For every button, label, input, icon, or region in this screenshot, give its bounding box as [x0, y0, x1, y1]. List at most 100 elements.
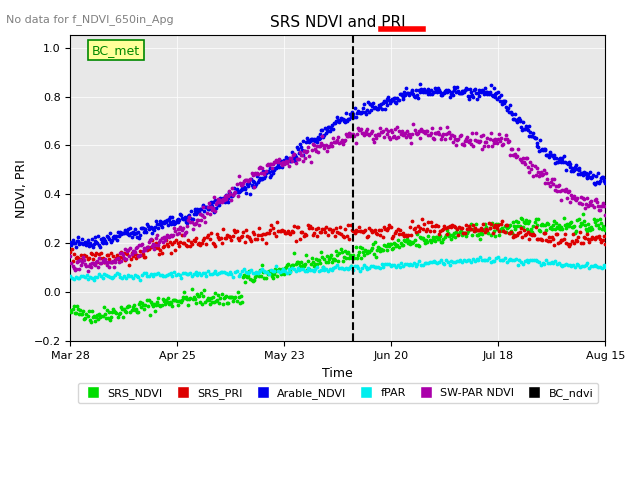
Point [373, 130, 383, 138]
Point [190, 205, 200, 213]
Point [506, 228, 516, 235]
Point [85, 274, 95, 281]
Point [234, 188, 244, 195]
Point [190, 237, 200, 245]
Point [427, 90, 437, 98]
Point [109, 264, 120, 271]
Point [296, 258, 306, 266]
Point [532, 221, 542, 228]
Point [157, 223, 168, 230]
Point [170, 246, 180, 254]
Point [460, 229, 470, 237]
Point [228, 191, 239, 199]
Point [215, 196, 225, 204]
Point [495, 137, 506, 145]
Point [597, 203, 607, 210]
Point [97, 254, 108, 262]
Point [577, 220, 587, 228]
Point [132, 308, 142, 315]
Point [486, 142, 497, 149]
Point [450, 234, 460, 241]
Point [477, 227, 487, 234]
Point [101, 239, 111, 247]
Point [311, 255, 321, 263]
Point [128, 252, 138, 260]
Point [402, 127, 412, 134]
Point [140, 301, 150, 309]
Point [401, 133, 411, 141]
Point [278, 156, 289, 164]
Point [287, 154, 298, 162]
Point [103, 251, 113, 258]
Point [68, 302, 79, 310]
Point [278, 157, 288, 165]
Point [362, 250, 372, 257]
Point [446, 223, 456, 230]
Point [400, 91, 410, 98]
Point [130, 271, 140, 278]
Point [572, 216, 582, 224]
Point [321, 142, 331, 149]
Point [75, 256, 85, 264]
Point [439, 223, 449, 230]
Point [294, 259, 304, 267]
Point [287, 262, 298, 269]
Point [136, 303, 147, 311]
Point [349, 113, 360, 121]
Point [156, 250, 166, 257]
Point [496, 134, 506, 142]
Point [355, 267, 365, 275]
Point [436, 256, 446, 264]
Point [429, 84, 440, 92]
Point [151, 217, 161, 225]
Point [520, 126, 530, 133]
Point [308, 231, 318, 239]
Point [180, 294, 190, 301]
Point [559, 152, 570, 160]
Point [566, 237, 577, 245]
Point [591, 233, 601, 241]
Point [236, 270, 246, 277]
Point [410, 93, 420, 101]
Point [467, 221, 477, 229]
Point [323, 127, 333, 135]
Point [273, 161, 284, 169]
Point [530, 134, 540, 142]
Point [419, 85, 429, 93]
Point [191, 269, 201, 276]
Point [214, 269, 224, 276]
Point [553, 182, 563, 190]
Point [582, 227, 592, 235]
Point [573, 215, 584, 223]
Point [298, 152, 308, 159]
Point [486, 81, 496, 88]
Point [339, 265, 349, 273]
Point [140, 305, 150, 312]
Point [479, 228, 490, 236]
Point [305, 158, 316, 166]
Point [156, 218, 166, 226]
Point [333, 117, 344, 124]
Point [266, 222, 276, 229]
Point [280, 159, 290, 167]
Point [264, 229, 274, 237]
Point [138, 301, 148, 309]
Point [186, 239, 196, 246]
Point [561, 166, 571, 173]
Point [311, 147, 321, 155]
Point [481, 88, 492, 96]
Point [246, 175, 256, 183]
Point [202, 204, 212, 211]
Point [80, 314, 90, 322]
Point [367, 127, 377, 135]
Point [313, 133, 323, 141]
Point [107, 308, 117, 315]
Point [376, 100, 387, 108]
Point [184, 213, 195, 221]
Point [278, 158, 288, 166]
Point [135, 298, 145, 306]
Point [450, 84, 460, 92]
Point [481, 256, 491, 264]
Point [504, 222, 514, 229]
Point [586, 262, 596, 269]
